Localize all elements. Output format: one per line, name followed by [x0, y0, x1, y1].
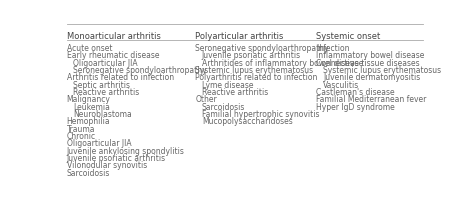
Text: Systemic onset: Systemic onset	[316, 32, 381, 41]
Text: Sarcoidosis: Sarcoidosis	[202, 102, 245, 111]
Text: Juvenile ankylosing spondylitis: Juvenile ankylosing spondylitis	[66, 146, 184, 155]
Text: Connective tissue diseases: Connective tissue diseases	[316, 58, 420, 67]
Text: Vilonodular synovitis: Vilonodular synovitis	[66, 161, 147, 170]
Text: Vasculitis: Vasculitis	[323, 80, 359, 89]
Text: Castleman's disease: Castleman's disease	[316, 87, 395, 97]
Text: Inflammatory bowel disease: Inflammatory bowel disease	[316, 51, 425, 60]
Text: Monoarticular arthritis: Monoarticular arthritis	[66, 32, 161, 41]
Text: Hyper IgD syndrome: Hyper IgD syndrome	[316, 102, 395, 111]
Text: Juvenile psoriatic arthritis: Juvenile psoriatic arthritis	[202, 51, 301, 60]
Text: Hemophilia: Hemophilia	[66, 117, 110, 126]
Text: Malignancy: Malignancy	[66, 95, 110, 104]
Text: Polyarticular arthritis: Polyarticular arthritis	[195, 32, 283, 41]
Text: Juvenile psoriatic arthritis: Juvenile psoriatic arthritis	[66, 153, 166, 162]
Text: Septic arthritis: Septic arthritis	[73, 80, 130, 89]
Text: Familial hypertrophic synovitis: Familial hypertrophic synovitis	[202, 109, 319, 118]
Text: Oligoarticular JIA: Oligoarticular JIA	[73, 58, 138, 67]
Text: Neuroblastoma: Neuroblastoma	[73, 109, 132, 118]
Text: Systemic lupus erythematosus: Systemic lupus erythematosus	[323, 66, 441, 75]
Text: Polyarthritis related to infection: Polyarthritis related to infection	[195, 73, 318, 82]
Text: Seronegative spondyloarthropathy: Seronegative spondyloarthropathy	[195, 44, 329, 53]
Text: Other: Other	[195, 95, 217, 104]
Text: Reactive arthritis: Reactive arthritis	[202, 87, 268, 97]
Text: Chronic: Chronic	[66, 132, 96, 140]
Text: Mucopolysaccharidoses: Mucopolysaccharidoses	[202, 117, 292, 126]
Text: Seronegative spondyloarthropathy: Seronegative spondyloarthropathy	[73, 66, 207, 75]
Text: Infection: Infection	[316, 44, 350, 53]
Text: Trauma: Trauma	[66, 124, 95, 133]
Text: Arthritis related to infection: Arthritis related to infection	[66, 73, 174, 82]
Text: Familial Mediterranean fever: Familial Mediterranean fever	[316, 95, 427, 104]
Text: Oligoarticular JIA: Oligoarticular JIA	[66, 139, 131, 148]
Text: Leukemia: Leukemia	[73, 102, 110, 111]
Text: Lyme disease: Lyme disease	[202, 80, 253, 89]
Text: Reactive arthritis: Reactive arthritis	[73, 87, 139, 97]
Text: Acute onset: Acute onset	[66, 44, 112, 53]
Text: Arthritides of inflammatory bowel disease: Arthritides of inflammatory bowel diseas…	[202, 58, 363, 67]
Text: Early rheumatic disease: Early rheumatic disease	[66, 51, 159, 60]
Text: Juvenile dermatomyositis: Juvenile dermatomyositis	[323, 73, 420, 82]
Text: Systemic lupus erythematosus: Systemic lupus erythematosus	[195, 66, 313, 75]
Text: Sarcoidosis: Sarcoidosis	[66, 168, 110, 177]
